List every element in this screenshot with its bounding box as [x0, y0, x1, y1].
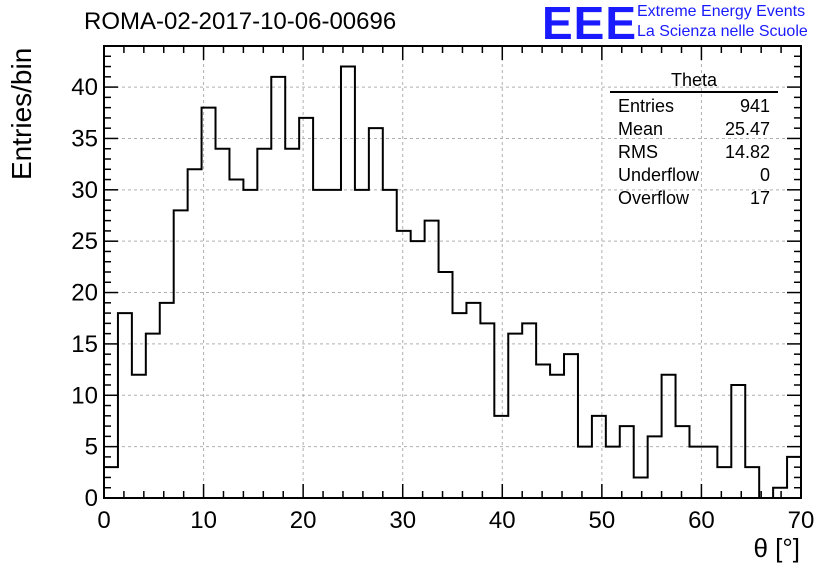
histogram-bin [299, 118, 313, 498]
x-tick-label: 60 [688, 507, 715, 534]
stats-value: 25.47 [724, 119, 770, 139]
histogram-bin [327, 190, 341, 498]
histogram-bin [564, 354, 578, 498]
x-tick-label: 40 [489, 507, 516, 534]
stats-row-entries: Entries 941 [610, 95, 778, 118]
logo-line-2: La Scienza nelle Scuole [637, 23, 808, 40]
stats-row-mean: Mean 25.47 [610, 118, 778, 141]
x-tick-label: 50 [589, 507, 616, 534]
histogram-bin [731, 385, 745, 498]
histogram-bin [703, 447, 717, 498]
histogram-bin [243, 190, 257, 498]
histogram-bin [494, 416, 508, 498]
y-tick-label: 30 [71, 177, 98, 204]
histogram-bin [257, 149, 271, 498]
logo-line-1: Extreme Energy Events [637, 3, 806, 20]
histogram-bin [104, 467, 118, 498]
histogram-bin [662, 375, 676, 498]
y-tick-label: 25 [71, 228, 98, 255]
x-tick-labels: 0 10 20 30 40 50 60 70 [97, 507, 814, 534]
stats-label: Mean [618, 119, 664, 139]
histogram-bin [160, 303, 174, 498]
x-tick-label: 0 [97, 507, 110, 534]
stats-value: 14.82 [724, 142, 770, 162]
histogram-bin [480, 323, 494, 498]
stats-row-overflow: Overflow 17 [610, 187, 778, 210]
histogram-bin [508, 334, 522, 498]
y-tick-label: 40 [71, 74, 98, 101]
histogram-bin [188, 169, 202, 498]
stats-row-underflow: Underflow 0 [610, 164, 778, 187]
chart-title: ROMA-02-2017-10-06-00696 [84, 8, 397, 35]
histogram-bin [648, 436, 662, 498]
stats-label: Underflow [618, 165, 700, 185]
histogram-bin [522, 323, 536, 498]
histogram-bin [202, 108, 216, 498]
eee-logo: EEE [542, 0, 638, 49]
y-tick-label: 10 [71, 382, 98, 409]
stats-value: 0 [759, 165, 770, 185]
histogram-bin [578, 447, 592, 498]
histogram-bin [216, 149, 230, 498]
x-tick-label: 30 [389, 507, 416, 534]
y-tick-label: 15 [71, 331, 98, 358]
stats-value: 941 [739, 96, 770, 116]
stats-row-rms: RMS 14.82 [610, 141, 778, 164]
histogram-bin [285, 149, 299, 498]
histogram-bin [550, 375, 564, 498]
stats-label: Overflow [618, 188, 690, 208]
histogram-bin [174, 210, 188, 498]
stats-label: Entries [618, 96, 675, 116]
stats-box: Theta Entries 941 Mean 25.47 RMS 14.82 U… [610, 70, 778, 210]
x-tick-label: 10 [190, 507, 217, 534]
y-axis-label: Entries/bin [6, 47, 37, 180]
histogram-bin [592, 416, 606, 498]
x-tick-label: 70 [788, 507, 815, 534]
x-axis-label: θ [°] [753, 533, 800, 563]
histogram-bin [369, 128, 383, 498]
histogram-bin [341, 67, 355, 498]
histogram-bin [132, 375, 146, 498]
histogram-bin [606, 447, 620, 498]
y-tick-label: 35 [71, 125, 98, 152]
histogram-bin [453, 313, 467, 498]
axis-ticks [103, 45, 802, 499]
histogram-bin [745, 467, 759, 498]
histogram-bin [411, 241, 425, 498]
histogram-bin [634, 477, 648, 498]
histogram-bin [676, 426, 690, 498]
histogram-bin [118, 313, 132, 498]
histogram-bin [536, 364, 550, 498]
histogram-bin [397, 231, 411, 498]
histogram-bin [383, 190, 397, 498]
x-tick-label: 20 [290, 507, 317, 534]
y-tick-label: 0 [85, 485, 98, 512]
stats-title: Theta [610, 70, 778, 93]
histogram-bin [229, 180, 243, 498]
y-tick-label: 5 [85, 434, 98, 461]
stats-value: 17 [749, 188, 770, 208]
histogram-outline [103, 65, 802, 499]
histogram-bin [355, 190, 369, 498]
histogram-bin [313, 190, 327, 498]
y-tick-label: 20 [71, 280, 98, 307]
histogram-bin [425, 221, 439, 498]
histogram-bin [146, 334, 160, 498]
stats-label: RMS [618, 142, 658, 162]
histogram-bin [773, 488, 787, 498]
histogram-bin [271, 77, 285, 498]
y-tick-labels: 0 5 10 15 20 25 30 35 40 [71, 74, 98, 512]
histogram-bin [620, 426, 634, 498]
histogram-bin [439, 272, 453, 498]
histogram-bars [103, 65, 802, 499]
histogram-bin [717, 467, 731, 498]
histogram-bin [466, 303, 480, 498]
